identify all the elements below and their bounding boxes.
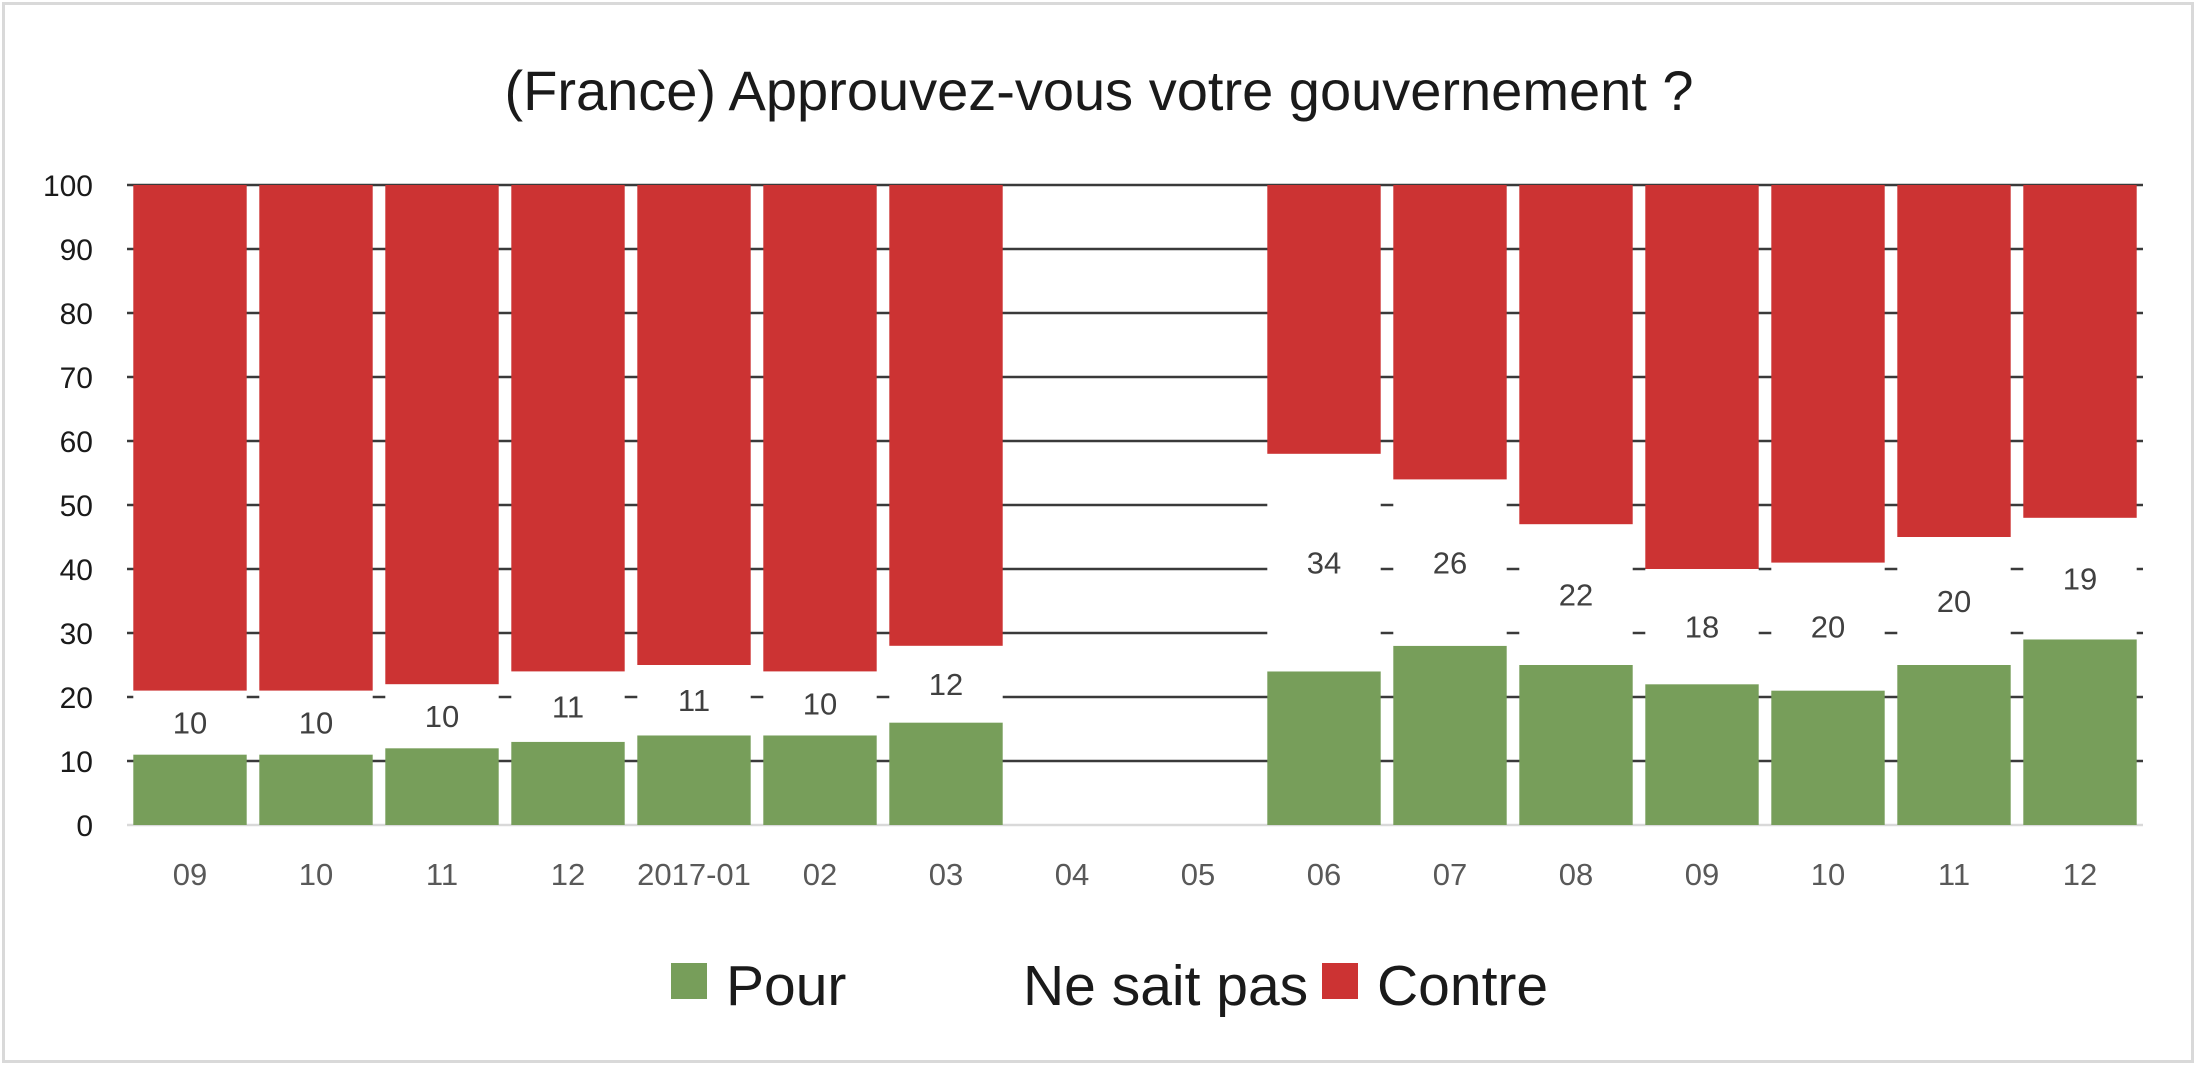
bar-ne-sait-pas xyxy=(1393,479,1507,646)
data-label: 18 xyxy=(1685,610,1719,645)
bar-contre xyxy=(1393,185,1507,480)
chart-title: (France) Approuvez-vous votre gouverneme… xyxy=(504,59,1693,122)
bar-ne-sait-pas xyxy=(763,671,877,736)
legend-swatch xyxy=(968,963,1004,999)
bar-pour xyxy=(2023,639,2137,825)
legend-label: Pour xyxy=(726,954,846,1018)
bar-contre xyxy=(1771,185,1885,563)
bar-pour xyxy=(1519,665,1633,825)
bar-contre xyxy=(637,185,751,665)
x-tick-label: 06 xyxy=(1307,857,1341,892)
legend-label: Ne sait pas xyxy=(1023,954,1308,1018)
bar-contre xyxy=(133,185,247,691)
data-label: 20 xyxy=(1811,610,1845,645)
bar-pour xyxy=(1645,684,1759,825)
bar-contre xyxy=(763,185,877,672)
bar-pour xyxy=(1897,665,2011,825)
bar-pour xyxy=(889,722,1003,825)
data-label: 20 xyxy=(1937,584,1971,619)
bar-contre xyxy=(1519,185,1633,525)
y-tick-label: 60 xyxy=(60,426,93,459)
data-label: 22 xyxy=(1559,578,1593,613)
data-label: 10 xyxy=(803,686,837,721)
x-tick-label: 08 xyxy=(1559,857,1593,892)
x-tick-label: 03 xyxy=(929,857,963,892)
data-label: 10 xyxy=(425,699,459,734)
data-label: 19 xyxy=(2063,562,2097,597)
legend-label: Contre xyxy=(1377,954,1548,1018)
bar-ne-sait-pas xyxy=(1267,453,1381,672)
bar-pour xyxy=(133,754,247,825)
x-tick-label: 12 xyxy=(2063,857,2097,892)
bar-pour xyxy=(637,735,751,825)
y-tick-label: 30 xyxy=(60,618,93,651)
bar-contre xyxy=(259,185,373,691)
x-tick-label: 2017-01 xyxy=(637,857,751,892)
data-label: 11 xyxy=(678,683,710,718)
legend-swatch xyxy=(1322,963,1358,999)
data-label: 11 xyxy=(552,690,584,725)
bar-contre xyxy=(1897,185,2011,537)
bar-pour xyxy=(1771,690,1885,825)
y-tick-label: 50 xyxy=(60,490,93,523)
x-tick-label: 09 xyxy=(173,857,207,892)
y-tick-label: 40 xyxy=(60,554,93,587)
bars xyxy=(133,185,2137,825)
bar-ne-sait-pas xyxy=(2023,517,2137,640)
x-tick-label: 09 xyxy=(1685,857,1719,892)
legend: Pour Ne sait pas Contre xyxy=(671,954,1548,1018)
x-tick-label: 12 xyxy=(551,857,585,892)
bar-pour xyxy=(1267,671,1381,825)
x-axis: 09 10 11 12 2017-01 02 03 04 05 06 07 08 09 10 11 12 xyxy=(173,857,2097,892)
y-tick-label: 20 xyxy=(60,682,93,715)
y-tick-label: 100 xyxy=(43,170,93,203)
data-label: 10 xyxy=(173,706,207,741)
y-tick-label: 10 xyxy=(60,746,93,779)
x-tick-label: 04 xyxy=(1055,857,1089,892)
y-tick-label: 90 xyxy=(60,234,93,267)
bar-ne-sait-pas xyxy=(889,645,1003,723)
data-label: 34 xyxy=(1307,546,1341,581)
x-tick-label: 11 xyxy=(426,857,458,892)
bar-ne-sait-pas xyxy=(385,684,499,749)
y-tick-label: 70 xyxy=(60,362,93,395)
bar-ne-sait-pas xyxy=(259,690,373,755)
bar-ne-sait-pas xyxy=(637,665,751,736)
x-tick-label: 11 xyxy=(1938,857,1970,892)
y-tick-label: 80 xyxy=(60,298,93,331)
bar-ne-sait-pas xyxy=(1519,524,1633,665)
x-tick-label: 07 xyxy=(1433,857,1467,892)
x-tick-label: 10 xyxy=(299,857,333,892)
bar-ne-sait-pas xyxy=(1645,569,1759,685)
bar-pour xyxy=(1393,645,1507,825)
data-label: 10 xyxy=(299,706,333,741)
bar-pour xyxy=(385,748,499,825)
data-label: 26 xyxy=(1433,546,1467,581)
bar-ne-sait-pas xyxy=(133,690,247,755)
bar-contre xyxy=(511,185,625,672)
data-labels: 10 10 10 11 11 10 12 34 26 22 18 20 20 19 xyxy=(173,546,2097,741)
chart: (France) Approuvez-vous votre gouverneme… xyxy=(43,59,2143,1018)
legend-swatch xyxy=(671,963,707,999)
bar-pour xyxy=(763,735,877,825)
x-tick-label: 10 xyxy=(1811,857,1845,892)
bar-ne-sait-pas xyxy=(511,671,625,742)
bar-ne-sait-pas xyxy=(1897,537,2011,665)
bar-contre xyxy=(889,185,1003,646)
x-tick-label: 05 xyxy=(1181,857,1215,892)
bar-contre xyxy=(2023,185,2137,518)
x-tick-label: 02 xyxy=(803,857,837,892)
bar-pour xyxy=(511,741,625,825)
bar-contre xyxy=(1645,185,1759,569)
bar-ne-sait-pas xyxy=(1771,562,1885,691)
y-axis: 0 10 20 30 40 50 60 70 80 90 100 xyxy=(43,170,93,843)
bar-contre xyxy=(1267,185,1381,454)
y-tick-label: 0 xyxy=(76,810,93,843)
bar-pour xyxy=(259,754,373,825)
bar-contre xyxy=(385,185,499,685)
data-label: 12 xyxy=(929,667,963,702)
